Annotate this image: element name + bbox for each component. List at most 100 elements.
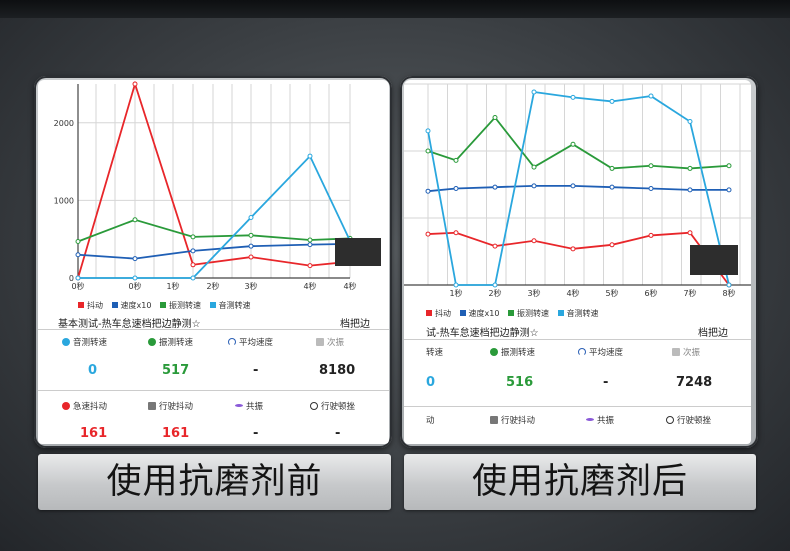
jerk-icon — [310, 402, 318, 410]
label-idle-shake: 动 — [426, 416, 435, 426]
value-sound-rpm: 0 — [426, 375, 436, 390]
label-jerk: 行驶顿挫 — [666, 414, 711, 426]
x-tick-label: 3秒 — [527, 288, 540, 298]
x-tick-label: 0秒 — [128, 281, 141, 291]
data-point — [248, 232, 254, 238]
screen-before: 0 1000 2000 0秒 0秒 1秒 2秒 3秒 4秒 4秒 抖动 速度x10 振测转速 音测… — [38, 80, 389, 444]
label-sound-rpm: 转速 — [426, 348, 444, 358]
y-tick-label: 1000 — [54, 196, 74, 205]
label-avg-speed: 平均速度 — [578, 346, 623, 358]
car-icon — [490, 416, 498, 424]
data-point — [648, 163, 654, 169]
series-line — [77, 80, 351, 279]
chart-before: 0 1000 2000 0秒 0秒 1秒 2秒 3秒 4秒 4秒 — [54, 80, 357, 291]
label-resonance: 共振 — [235, 400, 263, 412]
vibration-icon — [148, 338, 156, 346]
redaction-box — [335, 238, 381, 266]
series-line — [427, 231, 730, 286]
value-sub-vib: 7248 — [676, 375, 713, 390]
x-tick-label: 2秒 — [488, 288, 501, 298]
legend-item-vib: 振测转速 — [160, 300, 201, 311]
data-point — [453, 230, 459, 236]
x-tick-label: 8秒 — [722, 288, 735, 298]
data-point — [190, 262, 196, 268]
data-point — [531, 238, 537, 244]
legend-item-vib: 振测转速 — [508, 308, 549, 319]
value-vib-rpm: 517 — [162, 363, 190, 378]
value-sound-rpm: 0 — [88, 363, 98, 378]
x-tick-label: 1秒 — [166, 281, 179, 291]
gauge-icon — [228, 338, 236, 346]
data-point — [687, 230, 693, 236]
screen-after: 1秒 2秒 3秒 4秒 5秒 6秒 7秒 8秒 抖动 速度x10 振测转速 音测转速 试-热车… — [404, 80, 751, 444]
value-sub-vib: 8180 — [319, 363, 356, 378]
data-point — [609, 184, 615, 190]
data-point — [726, 187, 732, 193]
label-drive-shake: 行驶抖动 — [490, 414, 535, 426]
jerk-icon — [666, 416, 674, 424]
legend-after: 抖动 速度x10 振测转速 音测转速 — [426, 308, 605, 319]
data-point — [687, 165, 693, 171]
test-mode: 档把边 — [340, 319, 370, 330]
data-point — [687, 187, 693, 193]
divider — [38, 329, 389, 330]
data-point — [453, 186, 459, 192]
data-point — [726, 282, 732, 288]
legend-before: 抖动 速度x10 振测转速 音测转速 — [78, 300, 257, 311]
x-tick-label: 4秒 — [343, 281, 356, 291]
data-point — [648, 93, 654, 99]
data-point — [307, 263, 313, 269]
data-point — [687, 119, 693, 125]
redaction-box — [690, 245, 738, 275]
data-point — [248, 243, 254, 249]
value-avg-speed: - — [603, 375, 609, 390]
data-point — [492, 282, 498, 288]
sub-vib-icon — [316, 338, 324, 346]
data-point — [609, 242, 615, 248]
y-tick-label: 0 — [69, 274, 74, 283]
legend-item-shake: 抖动 — [426, 308, 451, 319]
label-vib-rpm: 振测转速 — [148, 336, 193, 348]
data-point — [132, 81, 138, 87]
data-point — [609, 165, 615, 171]
data-point — [609, 98, 615, 104]
data-point — [648, 232, 654, 238]
data-point — [307, 237, 313, 243]
value-idle-shake: 161 — [80, 426, 108, 441]
data-point — [248, 254, 254, 260]
label-jerk: 行驶顿挫 — [310, 400, 355, 412]
label-idle-shake: 急速抖动 — [62, 400, 107, 412]
label-sound-rpm: 音测转速 — [62, 336, 107, 348]
chart-after: 1秒 2秒 3秒 4秒 5秒 6秒 7秒 8秒 — [404, 83, 751, 298]
data-point — [570, 246, 576, 252]
data-point — [190, 234, 196, 240]
value-vib-rpm: 516 — [506, 375, 534, 390]
value-jerk: - — [335, 426, 341, 441]
shake-icon — [62, 402, 70, 410]
data-point — [492, 115, 498, 120]
label-sub-vib: 次振 — [316, 336, 344, 348]
series-line — [427, 116, 730, 170]
data-point — [132, 275, 138, 281]
data-point — [425, 231, 431, 237]
data-point — [75, 239, 81, 245]
divider — [38, 390, 389, 391]
legend-item-speed: 速度x10 — [459, 308, 499, 319]
data-point — [75, 252, 81, 258]
data-point — [531, 164, 537, 170]
test-title: 基本测试-热车怠速档把边静测☆ — [58, 319, 201, 330]
label-avg-speed: 平均速度 — [228, 336, 273, 348]
sound-icon — [62, 338, 70, 346]
data-point — [726, 163, 732, 169]
data-point — [492, 243, 498, 249]
label-sub-vib: 次振 — [672, 346, 700, 358]
x-tick-label: 4秒 — [303, 281, 316, 291]
data-point — [531, 183, 537, 189]
label-drive-shake: 行驶抖动 — [148, 400, 193, 412]
series-line — [77, 218, 351, 243]
caption-before: 使用抗磨剂前 — [38, 454, 391, 510]
test-title: 试-热车怠速档把边静测☆ — [426, 328, 539, 339]
x-tick-label: 3秒 — [244, 281, 257, 291]
x-tick-label: 5秒 — [605, 288, 618, 298]
sub-vib-icon — [672, 348, 680, 356]
